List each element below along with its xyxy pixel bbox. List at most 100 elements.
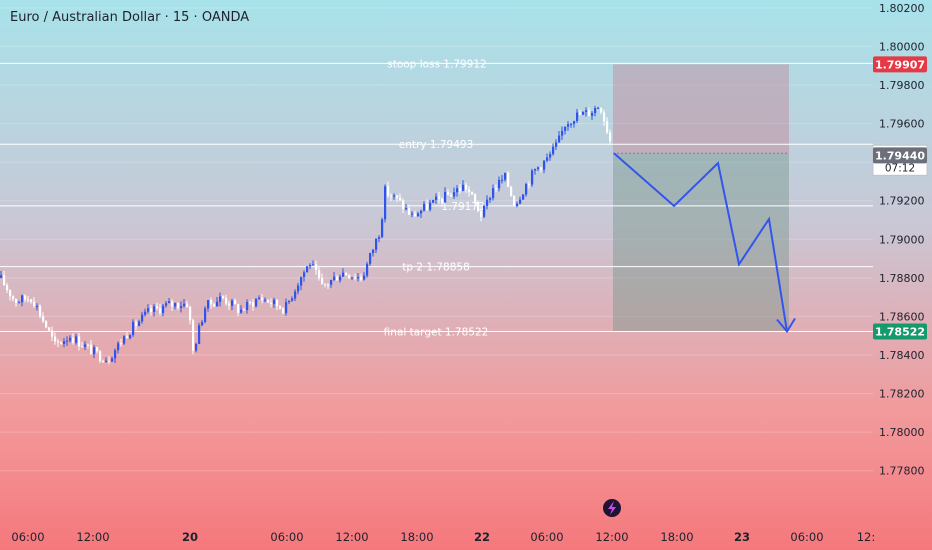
candle-body xyxy=(78,336,81,347)
candle-body xyxy=(24,295,27,300)
candle-body xyxy=(132,321,135,336)
candle-body xyxy=(255,299,258,307)
candle-body xyxy=(222,296,225,299)
candle-body xyxy=(516,203,519,206)
candle-body xyxy=(231,300,234,306)
candle-body xyxy=(489,198,492,200)
candle-body xyxy=(453,192,456,197)
candle-body xyxy=(186,303,189,307)
y-tick-label: 1.79000 xyxy=(879,233,925,246)
candle-body xyxy=(246,301,249,311)
candle-body xyxy=(471,192,474,195)
candle-body xyxy=(288,300,291,303)
candle-body xyxy=(399,197,402,201)
x-tick-label: 22 xyxy=(474,530,490,544)
x-tick-label: 18:00 xyxy=(400,530,433,544)
target-zone xyxy=(613,153,789,332)
candle-body xyxy=(402,200,405,209)
level-label-tp2: tp 2 1.78858 xyxy=(402,262,470,274)
y-tick-label: 1.80000 xyxy=(879,40,925,53)
candle-body xyxy=(423,203,426,211)
candle-body xyxy=(135,321,138,326)
candle-body xyxy=(369,253,372,264)
candle-body xyxy=(204,308,207,322)
candle-body xyxy=(144,311,147,315)
level-label-stop-loss: stoop loss 1.79912 xyxy=(387,58,486,70)
candle-body xyxy=(522,194,525,200)
candle-body xyxy=(321,278,324,284)
candle-body xyxy=(336,276,339,281)
candle-body xyxy=(234,300,237,305)
candle-body xyxy=(588,110,591,116)
candle-body xyxy=(354,277,357,279)
candle-body xyxy=(390,195,393,197)
candle-body xyxy=(258,297,261,300)
x-tick-label: 23 xyxy=(734,530,750,544)
candle-body xyxy=(201,321,204,326)
candle-body xyxy=(483,205,486,217)
candle-body xyxy=(156,306,159,309)
candle-body xyxy=(219,296,222,302)
candle-body xyxy=(141,314,144,322)
candle-body xyxy=(252,302,255,307)
candle-body xyxy=(564,126,567,131)
candle-body xyxy=(249,301,252,303)
x-tick-label: 12:00 xyxy=(335,530,368,544)
y-tick-label: 1.79600 xyxy=(879,118,925,131)
candle-body xyxy=(606,121,609,133)
candle-body xyxy=(450,194,453,197)
candle-body xyxy=(378,237,381,239)
candle-body xyxy=(357,277,360,279)
candle-body xyxy=(411,213,414,215)
candle-body xyxy=(537,167,540,169)
x-tick-label: 18:00 xyxy=(660,530,693,544)
chart-title: Euro / Australian Dollar · 15 · OANDA xyxy=(10,10,250,25)
candle-body xyxy=(123,336,126,344)
candle-body xyxy=(303,272,306,277)
candle-body xyxy=(474,194,477,203)
candle-body xyxy=(447,191,450,195)
x-tick-label: 06:00 xyxy=(530,530,563,544)
candle-body xyxy=(114,350,117,359)
candle-body xyxy=(192,320,195,351)
lightning-icon xyxy=(608,501,616,515)
candle-body xyxy=(552,146,555,155)
y-tick-label: 1.80200 xyxy=(879,2,925,15)
candle-body xyxy=(492,188,495,199)
candle-body xyxy=(570,123,573,125)
candle-body xyxy=(348,275,351,279)
candle-body xyxy=(360,277,363,280)
candle-body xyxy=(153,306,156,312)
candle-body xyxy=(45,321,48,328)
candle-body xyxy=(561,130,564,136)
candle-body xyxy=(318,270,321,279)
candle-body xyxy=(324,283,327,285)
candle-body xyxy=(459,188,462,191)
candle-body xyxy=(129,335,132,339)
candle-body xyxy=(381,219,384,238)
x-tick-label: 06:00 xyxy=(790,530,823,544)
candle-body xyxy=(468,189,471,193)
candle-body xyxy=(162,305,165,313)
y-tick-label: 1.78200 xyxy=(879,388,925,401)
candle-body xyxy=(507,172,510,187)
candle-body xyxy=(6,285,9,291)
candle-body xyxy=(579,112,582,115)
candle-body xyxy=(63,341,66,344)
candle-body xyxy=(216,301,219,307)
candle-body xyxy=(315,264,318,271)
candle-body xyxy=(42,316,45,322)
candle-body xyxy=(375,238,378,250)
candle-body xyxy=(120,343,123,345)
price-tag-countdown: 07:12 xyxy=(885,162,915,174)
candle-body xyxy=(102,361,105,363)
candle-body xyxy=(297,285,300,292)
level-label-tp1: 1.79173 xyxy=(441,201,484,213)
candle-body xyxy=(243,309,246,311)
candle-body xyxy=(177,303,180,308)
price-tag-target-bg xyxy=(873,323,927,340)
y-tick-label: 1.79200 xyxy=(879,195,925,208)
projection-path[interactable] xyxy=(613,152,788,332)
candle-body xyxy=(3,275,6,286)
